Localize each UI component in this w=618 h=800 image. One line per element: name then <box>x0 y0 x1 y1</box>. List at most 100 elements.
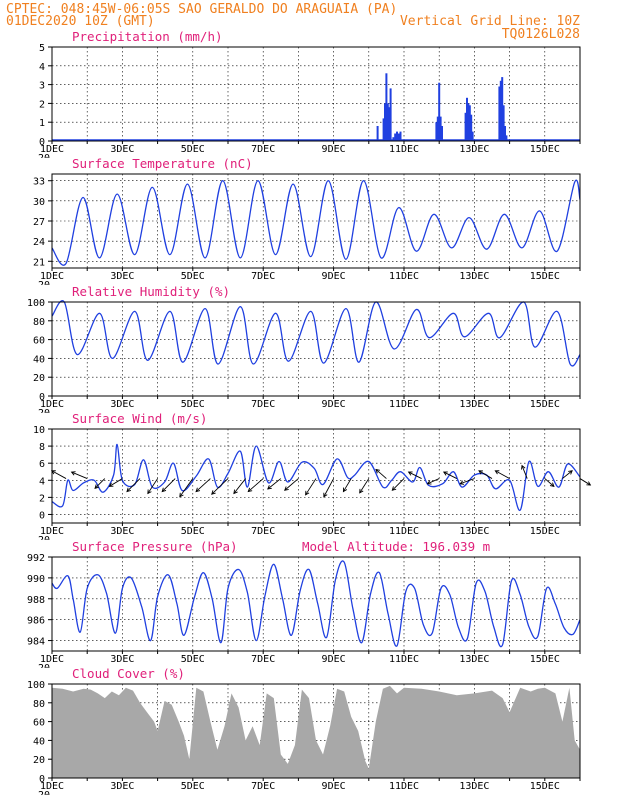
wind-arrow-head <box>586 481 592 486</box>
wind-arrow <box>375 468 387 479</box>
precip-bar <box>501 77 504 141</box>
panel-frame <box>51 683 581 779</box>
x-tick-label: 1DEC <box>40 781 64 792</box>
y-tick-label: 40 <box>33 736 45 747</box>
y-tick-label: 988 <box>27 595 45 606</box>
wind-arrow <box>284 478 299 491</box>
panel-frame <box>51 173 581 269</box>
pressure-title: Surface Pressure (hPa) <box>72 539 238 554</box>
wind-arrow-head <box>179 492 184 498</box>
wind-arrow-head <box>70 471 76 476</box>
y-tick-label: 5 <box>39 43 45 54</box>
y-tick-label: 20 <box>33 373 45 384</box>
precip-bar <box>439 116 442 141</box>
temperature-title: Surface Temperature (nC) <box>72 156 253 171</box>
y-tick-label: 60 <box>33 336 45 347</box>
wind-arrow-head <box>233 489 238 495</box>
x-tick-label: 3DEC <box>110 526 134 537</box>
y-tick-label: 100 <box>27 298 45 309</box>
panel-frame <box>51 46 581 142</box>
pressure-panel: Surface Pressure (hPa) Model Altitude: 1… <box>27 539 581 668</box>
x-tick-label: 9DEC <box>322 654 346 665</box>
x-tick-label: 3DEC <box>110 781 134 792</box>
y-tick-label: 6 <box>39 459 45 470</box>
x-tick-label: 3DEC <box>110 144 134 155</box>
wind-arrow <box>442 471 458 479</box>
wind-arrow-shaft <box>247 478 264 492</box>
y-tick-label: 0 <box>39 774 45 785</box>
wind-arrow-shaft <box>51 470 67 479</box>
wind-arrow-shaft <box>343 478 352 492</box>
wind-arrow <box>161 478 176 493</box>
x-year-label: 20 <box>38 153 50 164</box>
x-tick-label: 13DEC <box>459 144 489 155</box>
pressure-line <box>51 560 581 648</box>
y-tick-label: 33 <box>33 177 45 188</box>
wind-arrow-head <box>161 487 167 493</box>
y-tick-label: 4 <box>39 62 45 73</box>
wind-arrow <box>108 478 123 487</box>
wind-arrow <box>323 478 334 498</box>
wind-arrow-head <box>342 487 348 493</box>
x-year-label: 20 <box>38 408 50 419</box>
humidity-title: Relative Humidity (%) <box>72 284 230 299</box>
precip-bar <box>471 131 474 141</box>
wind-arrow-head <box>494 470 500 475</box>
x-tick-label: 3DEC <box>110 271 134 282</box>
precip-bar <box>464 112 467 141</box>
wind-arrow <box>579 478 592 486</box>
wind-arrow <box>391 478 405 491</box>
precip-bar <box>396 131 398 141</box>
x-tick-label: 5DEC <box>181 271 205 282</box>
x-tick-label: 15DEC <box>530 654 560 665</box>
wind-arrow-head <box>323 492 328 498</box>
wind-arrow-shaft <box>544 478 555 487</box>
x-year-label: 20 <box>38 280 50 291</box>
y-tick-label: 4 <box>39 476 45 487</box>
precip-bar <box>441 126 443 141</box>
y-tick-label: 992 <box>27 553 45 564</box>
x-tick-label: 9DEC <box>322 526 346 537</box>
x-tick-label: 15DEC <box>530 399 560 410</box>
y-tick-label: 0 <box>39 392 45 403</box>
precip-bar <box>394 133 397 141</box>
x-tick-label: 13DEC <box>459 399 489 410</box>
precip-bar <box>498 86 501 141</box>
header-grid-line: Vertical Grid Line: 10Z <box>400 14 580 29</box>
precip-bar <box>385 73 388 141</box>
x-tick-label: 11DEC <box>389 654 419 665</box>
humidity-panel: Relative Humidity (%) 0 20 40 60 80 100 1DEC 3D… <box>27 284 581 419</box>
precip-bar <box>504 126 506 141</box>
wind-arrow-shaft <box>305 478 317 496</box>
wind-arrow <box>126 478 141 493</box>
wind-arrow-shaft <box>284 478 299 491</box>
wind-arrow-head <box>195 487 201 493</box>
precip-bar <box>389 88 392 141</box>
panel-frame <box>51 301 581 397</box>
wind-arrow <box>147 478 158 495</box>
wind-arrow-shaft <box>375 469 387 479</box>
precip-bar <box>470 114 473 141</box>
wind-arrow <box>459 478 475 485</box>
wind-arrow <box>407 471 422 479</box>
wind-arrow-shaft <box>427 478 440 485</box>
x-tick-label: 9DEC <box>322 271 346 282</box>
panel-frame <box>51 428 581 524</box>
header-run-time: 01DEC2020 10Z (GMT) <box>6 14 155 29</box>
wind-arrow <box>70 471 88 479</box>
x-tick-label: 5DEC <box>181 526 205 537</box>
precip-bar <box>466 97 468 141</box>
precip-bar <box>436 116 439 141</box>
x-tick-label: 7DEC <box>251 654 275 665</box>
wind-arrow-shaft <box>109 478 123 487</box>
precip-bar <box>392 137 395 141</box>
x-tick-label: 1DEC <box>40 144 64 155</box>
wind-arrow-shaft <box>323 478 334 497</box>
precip-bar <box>386 103 389 141</box>
precip-bar <box>376 126 379 141</box>
wind-arrow <box>247 478 264 493</box>
y-tick-label: 24 <box>33 237 45 248</box>
wind-arrow-head <box>108 482 114 487</box>
precip-bar <box>468 105 471 141</box>
